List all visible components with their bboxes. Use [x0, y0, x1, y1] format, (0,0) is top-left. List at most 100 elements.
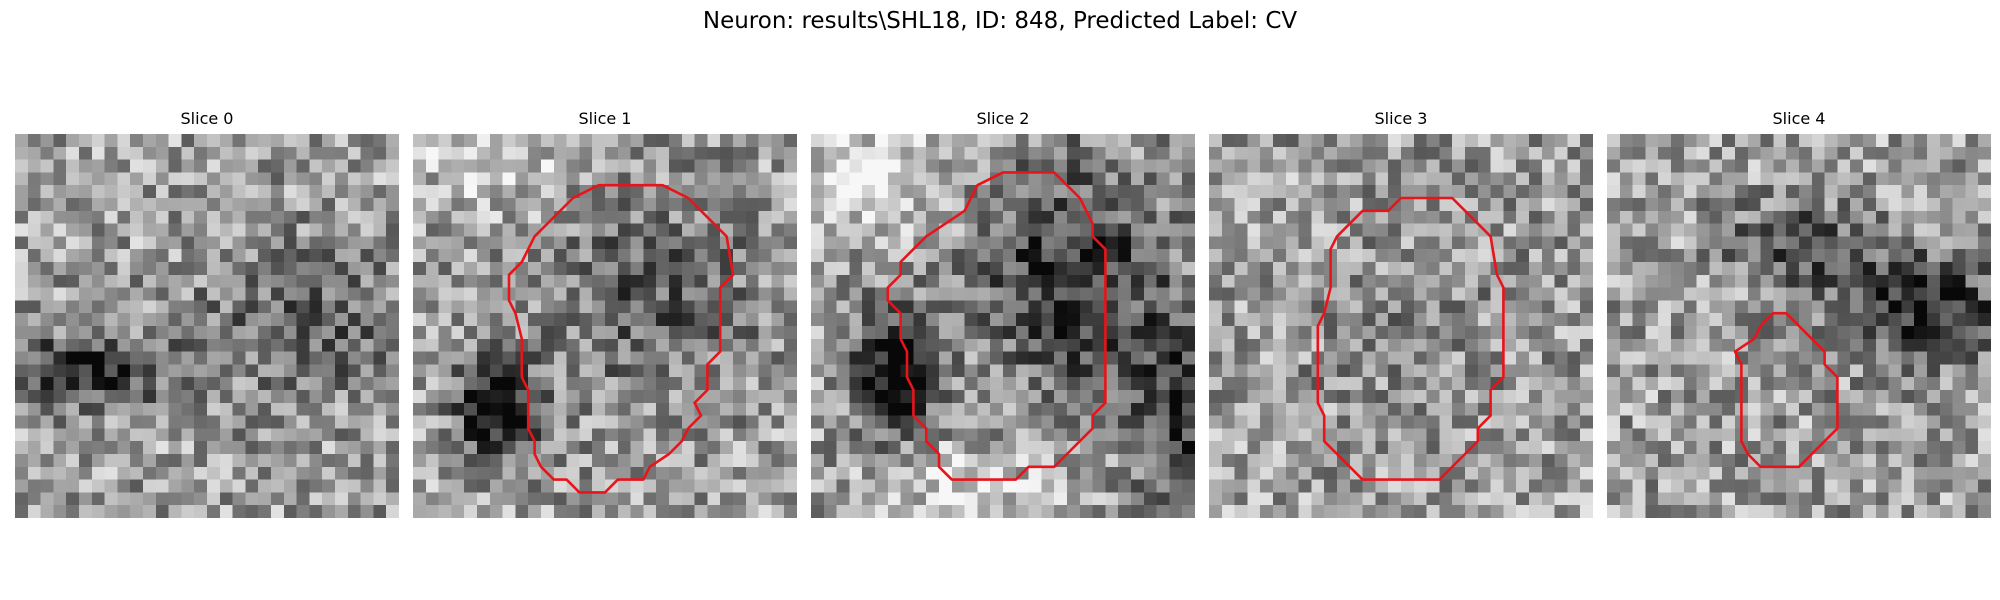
- pixel-cell: [245, 479, 259, 493]
- pixel-cell: [1632, 313, 1646, 327]
- pixel-cell: [1041, 338, 1055, 352]
- pixel-cell: [1439, 441, 1453, 455]
- pixel-cell: [1875, 441, 1889, 455]
- pixel-cell: [15, 236, 29, 250]
- pixel-cell: [1607, 313, 1621, 327]
- pixel-cell: [219, 338, 233, 352]
- pixel-cell: [477, 466, 491, 480]
- pixel-cell: [1541, 313, 1555, 327]
- pixel-cell: [1541, 402, 1555, 416]
- pixel-cell: [489, 210, 503, 224]
- pixel-cell: [425, 262, 439, 276]
- pixel-cell: [1285, 364, 1299, 378]
- pixel-cell: [53, 236, 67, 250]
- pixel-cell: [1645, 236, 1659, 250]
- pixel-cell: [1465, 479, 1479, 493]
- pixel-cell: [643, 262, 657, 276]
- pixel-cell: [592, 262, 606, 276]
- pixel-cell: [143, 300, 157, 314]
- pixel-cell: [1824, 146, 1838, 160]
- pixel-cell: [296, 454, 310, 468]
- pixel-cell: [1786, 300, 1800, 314]
- pixel-cell: [79, 454, 93, 468]
- pixel-cell: [413, 338, 427, 352]
- pixel-cell: [1529, 159, 1543, 173]
- pixel-cell: [194, 441, 208, 455]
- pixel-cell: [347, 236, 361, 250]
- pixel-cell: [1580, 185, 1593, 199]
- pixel-cell: [1349, 454, 1363, 468]
- pixel-cell: [117, 300, 131, 314]
- pixel-cell: [1182, 390, 1195, 404]
- pixel-cell: [1658, 134, 1672, 148]
- pixel-cell: [939, 287, 953, 301]
- pixel-cell: [425, 300, 439, 314]
- pixel-cell: [1118, 262, 1132, 276]
- pixel-cell: [939, 172, 953, 186]
- pixel-cell: [413, 210, 427, 224]
- pixel-cell: [926, 454, 940, 468]
- pixel-cell: [219, 415, 233, 429]
- pixel-cell: [1978, 249, 1991, 263]
- pixel-cell: [1824, 210, 1838, 224]
- pixel-cell: [1529, 505, 1543, 518]
- pixel-cell: [541, 172, 555, 186]
- pixel-cell: [656, 172, 670, 186]
- pixel-cell: [1413, 210, 1427, 224]
- pixel-cell: [1349, 159, 1363, 173]
- pixel-cell: [66, 351, 80, 365]
- pixel-cell: [1645, 249, 1659, 263]
- pixel-cell: [130, 402, 144, 416]
- pixel-cell: [219, 454, 233, 468]
- pixel-cell: [1786, 146, 1800, 160]
- pixel-cell: [1362, 313, 1376, 327]
- pixel-cell: [232, 364, 246, 378]
- pixel-cell: [1452, 326, 1466, 340]
- pixel-cell: [528, 274, 542, 288]
- pixel-cell: [1452, 441, 1466, 455]
- pixel-cell: [1105, 223, 1119, 237]
- pixel-cell: [1939, 466, 1953, 480]
- pixel-cell: [669, 146, 683, 160]
- pixel-cell: [1092, 428, 1106, 442]
- pixel-cell: [1939, 249, 1953, 263]
- pixel-cell: [1349, 313, 1363, 327]
- pixel-cell: [360, 274, 374, 288]
- pixel-cell: [1337, 274, 1351, 288]
- pixel-cell: [771, 172, 785, 186]
- pixel-cell: [296, 428, 310, 442]
- pixel-cell: [1939, 300, 1953, 314]
- pixel-cell: [1465, 313, 1479, 327]
- pixel-cell: [1413, 134, 1427, 148]
- pixel-cell: [977, 198, 991, 212]
- pixel-cell: [771, 364, 785, 378]
- pixel-cell: [502, 236, 516, 250]
- pixel-cell: [515, 402, 529, 416]
- pixel-cell: [875, 185, 889, 199]
- pixel-cell: [1658, 326, 1672, 340]
- pixel-cell: [15, 262, 29, 276]
- pixel-cell: [528, 390, 542, 404]
- pixel-cell: [1658, 313, 1672, 327]
- pixel-cell: [784, 492, 797, 506]
- pixel-cell: [1875, 300, 1889, 314]
- pixel-cell: [258, 134, 272, 148]
- pixel-cell: [502, 338, 516, 352]
- pixel-cell: [1131, 505, 1145, 518]
- pixel-cell: [758, 236, 772, 250]
- pixel-cell: [849, 454, 863, 468]
- pixel-cell: [1503, 428, 1517, 442]
- pixel-cell: [40, 377, 54, 391]
- pixel-cell: [951, 326, 965, 340]
- pixel-cell: [91, 441, 105, 455]
- pixel-cell: [335, 351, 349, 365]
- pixel-cell: [1079, 441, 1093, 455]
- slice-panel-1: Slice 1: [413, 108, 797, 518]
- pixel-cell: [27, 505, 41, 518]
- pixel-cell: [1837, 313, 1851, 327]
- pixel-cell: [1234, 466, 1248, 480]
- pixel-cell: [1607, 159, 1621, 173]
- pixel-cell: [1658, 262, 1672, 276]
- pixel-cell: [322, 262, 336, 276]
- pixel-cell: [1221, 454, 1235, 468]
